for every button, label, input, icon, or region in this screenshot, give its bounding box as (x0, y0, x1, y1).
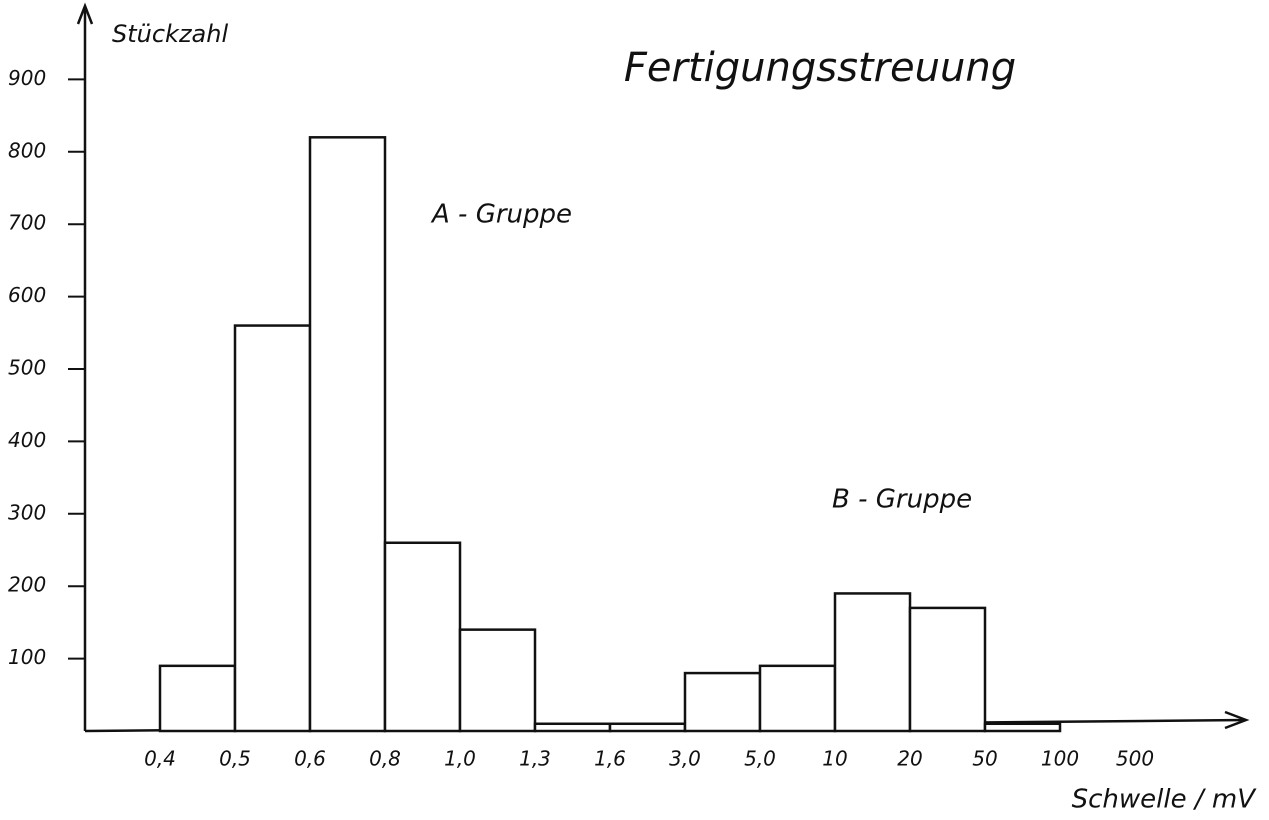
y-tick-label: 500 (8, 356, 46, 380)
y-tick-label: 600 (8, 283, 46, 307)
bar (233, 324, 312, 733)
y-tick-label: 900 (8, 66, 46, 90)
x-tick-label: 500 (1116, 747, 1154, 771)
annotation: A - Gruppe (430, 200, 572, 230)
x-tick-label: 1,0 (444, 747, 476, 771)
bar (683, 671, 762, 733)
x-tick-label: 0,4 (144, 747, 176, 771)
x-tick-label: 1,6 (594, 747, 626, 771)
bar (158, 664, 237, 733)
bar (308, 136, 387, 733)
bar (383, 541, 462, 733)
bar (608, 722, 687, 733)
y-tick-label: 200 (8, 573, 46, 597)
x-tick-label: 10 (822, 747, 847, 771)
y-axis-label: Stückzahl (112, 20, 228, 48)
y-tick-label: 800 (8, 138, 46, 162)
y-tick-label: 100 (8, 645, 46, 669)
bar (458, 628, 537, 733)
x-tick-label: 20 (897, 747, 922, 771)
x-tick-label: 0,8 (369, 747, 401, 771)
x-axis-arrow (1224, 710, 1250, 730)
bar (908, 606, 987, 733)
bar (983, 722, 1062, 733)
x-tick-label: 3,0 (669, 747, 701, 771)
x-axis-label: Schwelle / mV (1072, 785, 1258, 815)
chart-title: Fertigungsstreuung (624, 45, 1016, 91)
bar (533, 722, 612, 733)
y-tick-label: 300 (8, 500, 46, 524)
y-tick-label: 700 (8, 211, 46, 235)
x-tick-label: 0,6 (294, 747, 326, 771)
x-tick-label: 50 (972, 747, 997, 771)
bar (758, 664, 837, 733)
y-tick-label: 400 (8, 428, 46, 452)
x-tick-label: 100 (1041, 747, 1079, 771)
x-tick-label: 1,3 (519, 747, 551, 771)
x-tick-label: 0,5 (219, 747, 251, 771)
y-axis-arrow (76, 2, 94, 25)
bar (833, 592, 912, 733)
annotation: B - Gruppe (832, 485, 972, 515)
x-tick-label: 5,0 (744, 747, 776, 771)
